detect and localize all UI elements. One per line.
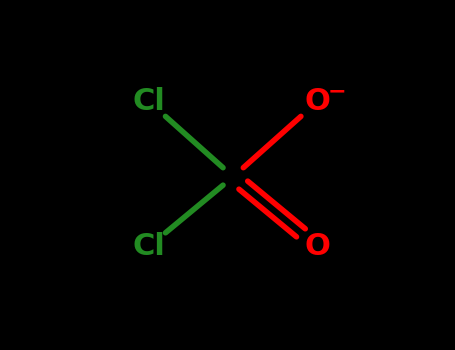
- Text: O: O: [305, 87, 331, 116]
- Text: O: O: [305, 232, 331, 261]
- Text: −: −: [328, 82, 347, 102]
- Text: Cl: Cl: [132, 87, 165, 116]
- Text: Cl: Cl: [132, 232, 165, 261]
